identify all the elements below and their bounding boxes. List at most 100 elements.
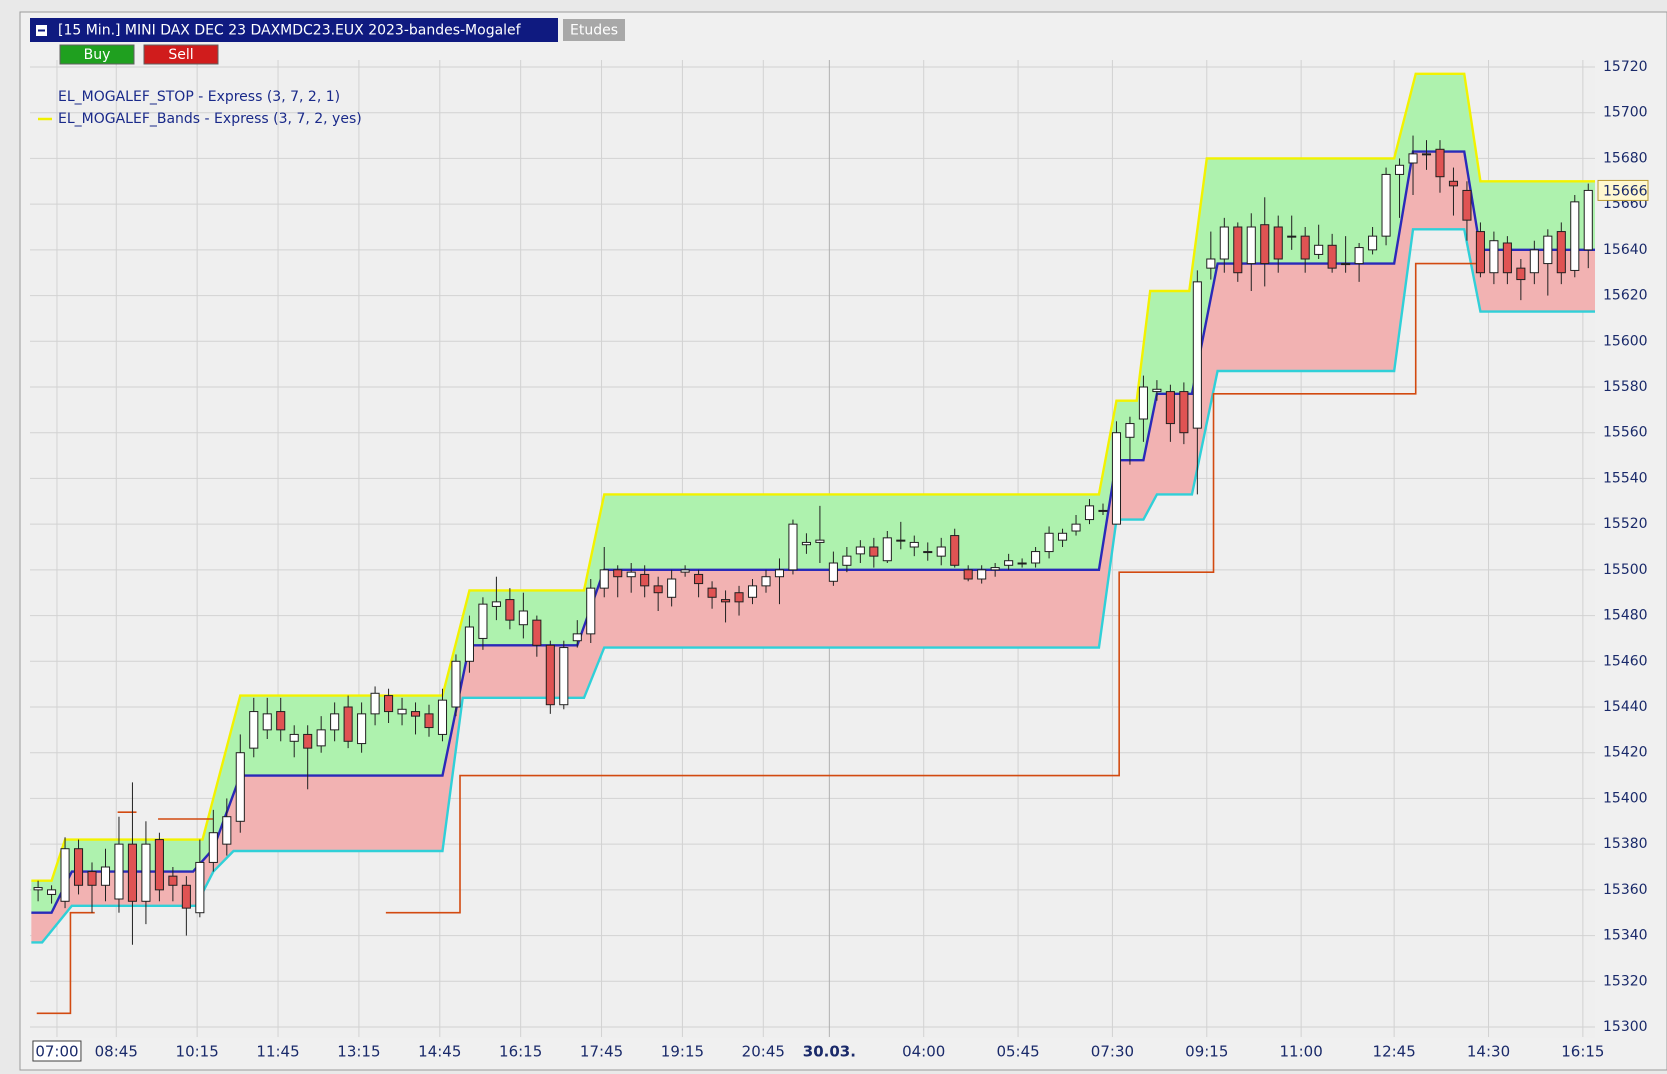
candle-body — [47, 889, 57, 895]
tab-button[interactable] — [563, 19, 625, 41]
candle-body — [1543, 235, 1553, 265]
x-tick-label: 10:15 — [176, 1043, 219, 1061]
candle-body — [249, 711, 259, 749]
x-tick-label: 07:00 — [35, 1043, 78, 1061]
indicator-line — [31, 72, 1595, 882]
x-tick-label: 07:30 — [1091, 1043, 1134, 1061]
x-tick-label: 13:15 — [337, 1043, 380, 1061]
candle-body — [195, 861, 205, 914]
legend-label: EL_MOGALEF_STOP - Express (3, 7, 2, 1) — [58, 89, 340, 105]
collapse-icon-bar — [38, 29, 45, 32]
candle-body — [667, 578, 677, 598]
candle-body — [1516, 267, 1526, 281]
candle-body — [464, 626, 474, 662]
candle-body — [1165, 391, 1175, 425]
x-tick-label: 11:45 — [256, 1043, 299, 1061]
candle-body — [842, 555, 852, 566]
last-value-label: 15666 — [1603, 183, 1648, 199]
y-tick-label: 15620 — [1603, 288, 1648, 304]
candle-body — [276, 711, 286, 731]
y-tick-label: 15500 — [1603, 562, 1648, 578]
candle-body — [370, 692, 380, 715]
legend: EL_MOGALEF_STOP - Express (3, 7, 2, 1) EL… — [38, 89, 362, 127]
order-button[interactable] — [143, 44, 219, 65]
title-bar — [30, 18, 558, 42]
candle-body — [707, 587, 717, 598]
y-tick-label: 15520 — [1603, 516, 1648, 532]
candle-body — [424, 713, 434, 729]
x-tick-label: 17:45 — [580, 1043, 623, 1061]
candle-body — [451, 660, 461, 708]
candle-body — [936, 546, 946, 557]
candle-body — [478, 603, 488, 639]
x-tick-label: 09:15 — [1185, 1043, 1228, 1061]
candle-body — [1408, 153, 1418, 164]
candle-body — [694, 573, 704, 585]
x-tick-label: 16:15 — [1561, 1043, 1604, 1061]
indicator-line — [36, 911, 95, 1015]
candle-body — [801, 541, 811, 546]
y-tick-label: 15700 — [1603, 105, 1648, 121]
candle-body — [1462, 189, 1472, 221]
candle-body — [855, 546, 865, 555]
candle-body — [33, 887, 43, 891]
band-fill — [31, 73, 1595, 913]
candle-body — [1368, 235, 1378, 251]
candle-body — [168, 875, 178, 886]
x-tick-label: 14:30 — [1467, 1043, 1510, 1061]
candle-body — [1044, 532, 1054, 553]
candle-body — [208, 832, 218, 863]
candle-body — [303, 733, 313, 749]
candle-body — [289, 733, 299, 742]
candle-body — [1179, 391, 1189, 434]
candle-body — [1017, 562, 1027, 565]
candle-body — [384, 695, 394, 713]
y-tick-label: 15680 — [1603, 150, 1648, 166]
x-tick-label: 08:45 — [95, 1043, 138, 1061]
candle-body — [653, 585, 663, 594]
candle-body — [532, 619, 542, 646]
legend-label: EL_MOGALEF_Bands - Express (3, 7, 2, yes… — [58, 111, 362, 127]
candle-body — [1354, 247, 1364, 265]
x-tick-label: 19:15 — [661, 1043, 704, 1061]
y-tick-label: 15600 — [1603, 333, 1648, 349]
order-buttons: Buy Sell — [59, 44, 219, 65]
candle-body — [87, 871, 97, 886]
candle-body — [747, 585, 758, 598]
candle-body — [774, 569, 785, 578]
x-tick-label: 11:00 — [1280, 1043, 1323, 1061]
candle-body — [761, 576, 771, 587]
order-button[interactable] — [59, 44, 135, 65]
candle-body — [330, 713, 340, 731]
candle-body — [1341, 263, 1351, 266]
candle-body — [1219, 226, 1229, 260]
chart-title: [15 Min.] MINI DAX DEC 23 DAXMDC23.EUX 2… — [58, 23, 522, 39]
candle-body — [586, 587, 596, 635]
candle-body — [505, 599, 515, 621]
candle-body — [1138, 386, 1148, 420]
candle-body — [410, 711, 421, 717]
candle-body — [1111, 432, 1122, 525]
tab-label: Etudes — [570, 23, 618, 39]
candle-body — [73, 848, 84, 886]
candle-body — [1489, 240, 1499, 274]
band-fill — [31, 151, 1595, 943]
candle-body — [626, 571, 636, 578]
order-button-label: Buy — [84, 47, 111, 63]
y-tick-label: 15300 — [1603, 1019, 1648, 1035]
y-tick-label: 15720 — [1603, 59, 1648, 75]
candle-body — [1475, 231, 1485, 274]
candle-body — [1529, 249, 1539, 274]
candle-body — [1071, 523, 1081, 532]
y-tick-label: 15560 — [1603, 425, 1648, 441]
candle-body — [545, 644, 555, 706]
candle-body — [1435, 148, 1445, 178]
candle-body — [1381, 173, 1391, 237]
candle-body — [828, 562, 838, 582]
y-tick-label: 15320 — [1603, 973, 1648, 989]
y-tick-label: 15580 — [1603, 379, 1648, 395]
candle-body — [1448, 180, 1459, 187]
y-tick-label: 15340 — [1603, 928, 1648, 944]
x-tick-label: 05:45 — [996, 1043, 1039, 1061]
